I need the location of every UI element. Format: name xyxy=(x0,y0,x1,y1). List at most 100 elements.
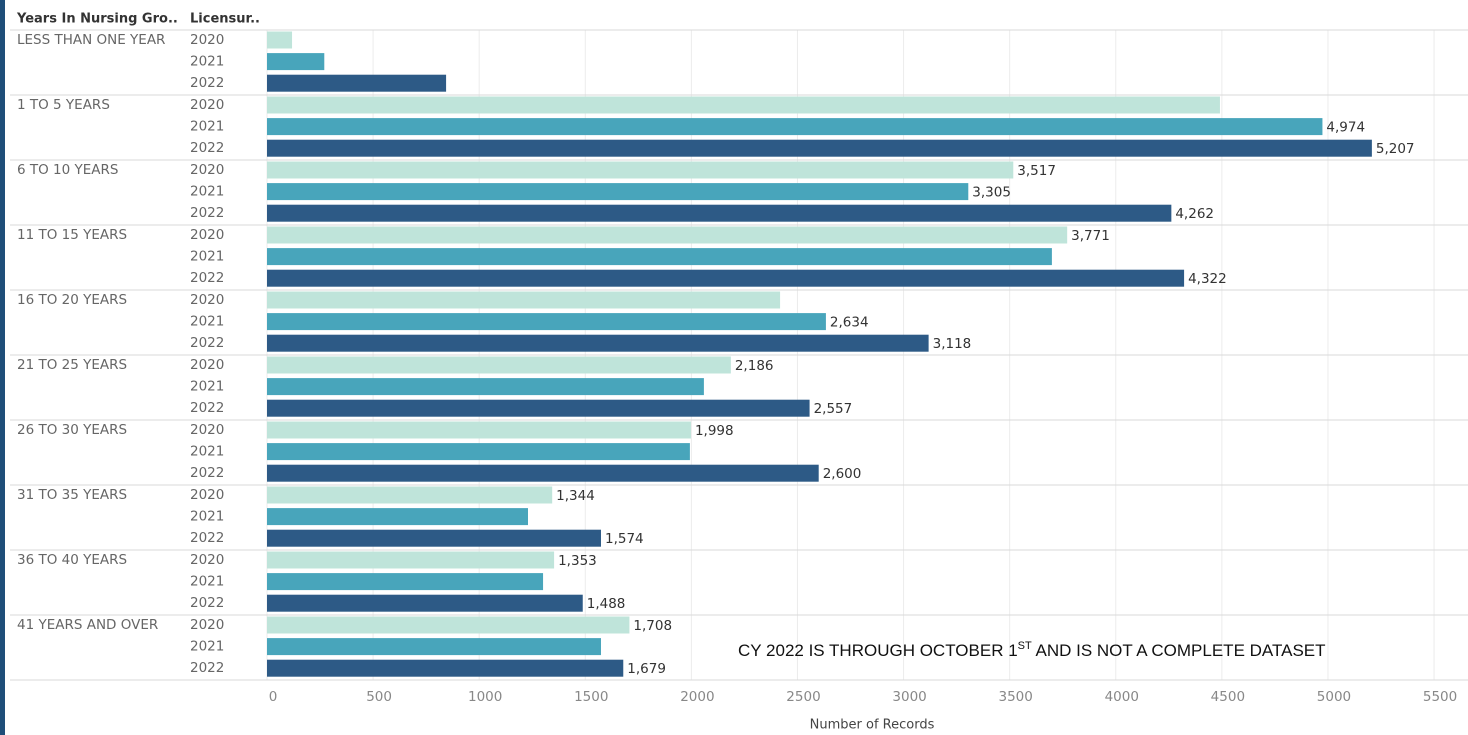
x-tick-label: 3500 xyxy=(998,689,1032,705)
bar xyxy=(267,291,781,309)
x-tick-label: 500 xyxy=(366,689,392,705)
bar xyxy=(267,269,1185,287)
value-label: 1,679 xyxy=(627,661,666,677)
year-label: 2022 xyxy=(190,530,224,546)
year-label: 2020 xyxy=(190,357,224,373)
annotation-text: AND IS NOT A COMPLETE DATASET xyxy=(1032,641,1326,660)
year-label: 2020 xyxy=(190,617,224,633)
value-label: 4,974 xyxy=(1326,120,1365,136)
value-label: 1,998 xyxy=(695,423,734,439)
x-tick-label: 5500 xyxy=(1423,689,1457,705)
x-tick-label: 3000 xyxy=(892,689,926,705)
bar xyxy=(267,313,826,331)
annotation: CY 2022 IS THROUGH OCTOBER 1ST AND IS NO… xyxy=(738,640,1326,661)
annotation-text: CY 2022 IS THROUGH OCTOBER 1 xyxy=(738,641,1018,660)
year-label: 2021 xyxy=(190,184,224,200)
value-label: 4,262 xyxy=(1175,206,1214,222)
year-label: 2020 xyxy=(190,487,224,503)
x-tick-label: 1000 xyxy=(468,689,502,705)
year-label: 2022 xyxy=(190,660,224,676)
bar xyxy=(267,183,969,201)
value-label: 2,600 xyxy=(823,466,862,482)
x-tick-label: 5000 xyxy=(1317,689,1351,705)
x-tick-label: 2500 xyxy=(786,689,820,705)
year-label: 2021 xyxy=(190,249,224,265)
bar xyxy=(267,53,325,71)
year-label: 2020 xyxy=(190,227,224,243)
year-label: 2022 xyxy=(190,75,224,91)
year-label: 2020 xyxy=(190,32,224,48)
bar xyxy=(267,551,555,569)
year-label: 2022 xyxy=(190,205,224,221)
bar xyxy=(267,204,1172,222)
bar xyxy=(267,421,691,439)
bar xyxy=(267,378,704,396)
category-label: LESS THAN ONE YEAR xyxy=(17,32,165,48)
year-label: 2021 xyxy=(190,574,224,590)
year-label: 2022 xyxy=(190,140,224,156)
year-label: 2021 xyxy=(190,509,224,525)
x-tick-label: 1500 xyxy=(574,689,608,705)
x-tick-label: 4000 xyxy=(1105,689,1139,705)
year-label: 2021 xyxy=(190,444,224,460)
year-label: 2020 xyxy=(190,552,224,568)
year-label: 2021 xyxy=(190,314,224,330)
bar xyxy=(267,399,810,417)
bar xyxy=(267,638,601,656)
category-label: 41 YEARS AND OVER xyxy=(17,617,158,633)
bar xyxy=(267,508,528,526)
bar xyxy=(267,226,1068,244)
value-label: 3,118 xyxy=(933,336,972,352)
year-label: 2020 xyxy=(190,97,224,113)
category-label: 31 TO 35 YEARS xyxy=(17,487,127,503)
x-tick-label: 2000 xyxy=(680,689,714,705)
category-label: 16 TO 20 YEARS xyxy=(17,292,127,308)
year-label: 2020 xyxy=(190,162,224,178)
value-label: 3,305 xyxy=(972,185,1011,201)
category-label: 6 TO 10 YEARS xyxy=(17,162,118,178)
bar xyxy=(267,659,624,677)
bar xyxy=(267,248,1052,266)
value-label: 1,488 xyxy=(587,596,626,612)
bar xyxy=(267,334,929,352)
year-label: 2022 xyxy=(190,595,224,611)
x-axis-label: Number of Records xyxy=(810,718,935,733)
category-label: 1 TO 5 YEARS xyxy=(17,97,110,113)
value-label: 3,517 xyxy=(1017,163,1056,179)
row-header: Years In Nursing Gro.. xyxy=(16,12,178,27)
year-label: 2021 xyxy=(190,119,224,135)
year-label: 2022 xyxy=(190,465,224,481)
year-label: 2021 xyxy=(190,639,224,655)
value-label: 1,574 xyxy=(605,531,644,547)
row-header: Licensur.. xyxy=(190,12,260,27)
side-strip xyxy=(0,0,5,735)
category-label: 11 TO 15 YEARS xyxy=(17,227,127,243)
value-label: 1,353 xyxy=(558,553,597,569)
bar xyxy=(267,356,731,374)
bar xyxy=(267,74,447,92)
category-label: 26 TO 30 YEARS xyxy=(17,422,127,438)
value-label: 4,322 xyxy=(1188,271,1227,287)
bar xyxy=(267,529,601,547)
year-label: 2022 xyxy=(190,400,224,416)
annotation-superscript: ST xyxy=(1018,640,1032,652)
bar xyxy=(267,96,1220,114)
year-label: 2020 xyxy=(190,422,224,438)
category-label: 36 TO 40 YEARS xyxy=(17,552,127,568)
x-tick-label: 4500 xyxy=(1211,689,1245,705)
value-label: 3,771 xyxy=(1071,228,1110,244)
bar xyxy=(267,161,1014,179)
bar xyxy=(267,616,630,634)
year-label: 2021 xyxy=(190,54,224,70)
bar xyxy=(267,118,1323,136)
value-label: 2,186 xyxy=(735,358,774,374)
x-tick-label: 0 xyxy=(269,689,278,705)
value-label: 1,708 xyxy=(633,618,672,634)
category-label: 21 TO 25 YEARS xyxy=(17,357,127,373)
year-label: 2022 xyxy=(190,335,224,351)
bar xyxy=(267,139,1372,157)
bar xyxy=(267,443,690,461)
year-label: 2021 xyxy=(190,379,224,395)
value-label: 1,344 xyxy=(556,488,595,504)
